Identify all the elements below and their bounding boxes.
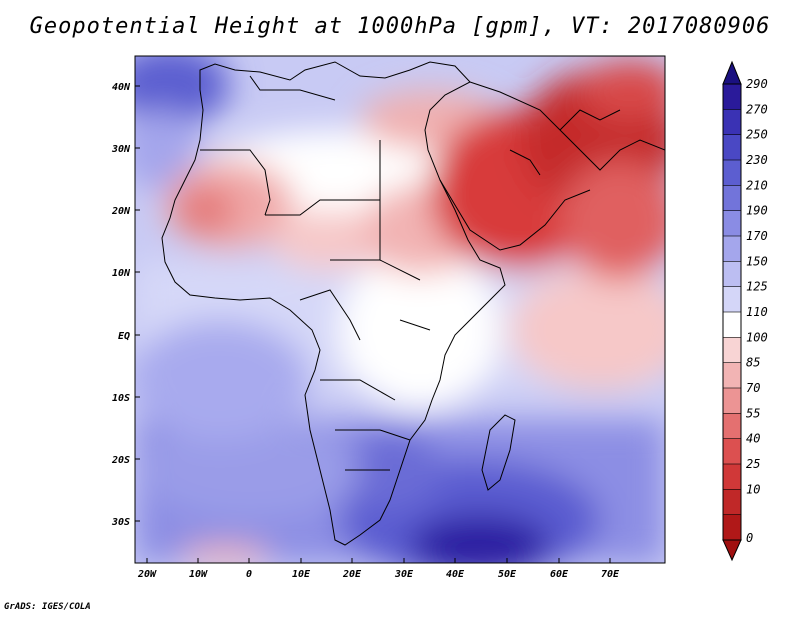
lat-tick-label: 20N bbox=[111, 206, 131, 217]
colorbar-label: 70 bbox=[746, 381, 760, 395]
lat-tick-label: 20S bbox=[111, 455, 130, 466]
lon-tick-label: 30E bbox=[394, 569, 414, 580]
colorbar-label: 150 bbox=[746, 254, 768, 268]
lon-tick-label: 20W bbox=[137, 569, 157, 580]
lat-tick-label: 30S bbox=[111, 517, 130, 528]
colorbar-label: 0 bbox=[746, 531, 753, 545]
colorbar-label: 85 bbox=[746, 356, 760, 370]
colorbar-label: 25 bbox=[746, 457, 760, 471]
colorbar-label: 10 bbox=[746, 482, 760, 496]
colorbar-swatch bbox=[722, 185, 742, 212]
colorbar-label: 40 bbox=[746, 432, 760, 446]
colorbar-labels: 2902702502302101901701501251101008570554… bbox=[746, 77, 768, 545]
colorbar-swatch bbox=[722, 337, 742, 364]
height-field bbox=[135, 56, 665, 563]
colorbar-swatch bbox=[722, 387, 742, 415]
colorbar-label: 125 bbox=[746, 280, 768, 294]
lon-tick-label: 0 bbox=[246, 569, 252, 580]
lon-tick-label: 10E bbox=[292, 569, 311, 580]
colorbar: 2902702502302101901701501251101008570554… bbox=[722, 60, 768, 562]
lat-tick-label: 40N bbox=[112, 82, 131, 93]
lon-tick-label: 10W bbox=[189, 569, 208, 580]
colorbar-swatch bbox=[722, 311, 742, 339]
colorbar-swatch bbox=[722, 261, 742, 288]
colorbar-swatch bbox=[722, 286, 742, 313]
tick-marks bbox=[135, 85, 611, 563]
colorbar-label: 190 bbox=[746, 204, 768, 218]
plot-frame bbox=[134, 55, 666, 564]
colorbar-swatch bbox=[722, 413, 742, 440]
lat-tick-label: 10N bbox=[112, 268, 131, 279]
colorbar-swatch bbox=[722, 235, 742, 263]
colorbar-swatch bbox=[722, 463, 742, 491]
lat-tick-labels: 40N 30N 20N 10N EQ 10S 20S 30S bbox=[111, 82, 131, 528]
colorbar-swatch bbox=[722, 438, 742, 465]
credit-text: GrADS: IGES/COLA bbox=[4, 602, 91, 612]
lat-tick-label: EQ bbox=[118, 331, 130, 342]
colorbar-bottom-arrow bbox=[722, 539, 742, 562]
colorbar-label: 55 bbox=[746, 406, 760, 420]
lon-tick-label: 60E bbox=[550, 569, 569, 580]
colorbar-swatch bbox=[722, 210, 742, 237]
colorbar-label: 170 bbox=[746, 229, 768, 243]
map-title: Geopotential Height at 1000hPa [gpm], VT… bbox=[29, 14, 771, 39]
lat-tick-label: 10S bbox=[112, 393, 130, 404]
colorbar-swatch bbox=[722, 83, 742, 111]
colorbar-swatch bbox=[722, 489, 742, 516]
colorbar-label: 230 bbox=[746, 153, 768, 167]
colorbar-label: 270 bbox=[746, 102, 768, 116]
lon-tick-label: 50E bbox=[498, 569, 517, 580]
colorbar-swatch bbox=[722, 362, 742, 389]
lon-tick-label: 70E bbox=[601, 569, 620, 580]
lon-tick-label: 20E bbox=[342, 569, 362, 580]
colorbar-swatch bbox=[722, 159, 742, 187]
colorbar-label: 110 bbox=[746, 305, 768, 319]
lon-tick-label: 40E bbox=[446, 569, 465, 580]
colorbar-swatches bbox=[722, 83, 742, 541]
colorbar-label: 290 bbox=[746, 77, 768, 91]
lon-tick-labels: 20W 10W 0 10E 20E 30E 40E 50E 60E 70E bbox=[137, 569, 620, 580]
colorbar-swatch bbox=[722, 514, 742, 541]
colorbar-top-arrow bbox=[722, 60, 742, 85]
colorbar-swatch bbox=[722, 134, 742, 161]
lat-tick-label: 30N bbox=[111, 144, 131, 155]
colorbar-label: 250 bbox=[746, 128, 768, 142]
colorbar-label: 210 bbox=[746, 178, 768, 192]
colorbar-label: 100 bbox=[746, 330, 768, 344]
colorbar-swatch bbox=[722, 109, 742, 136]
coastlines bbox=[161, 61, 665, 546]
